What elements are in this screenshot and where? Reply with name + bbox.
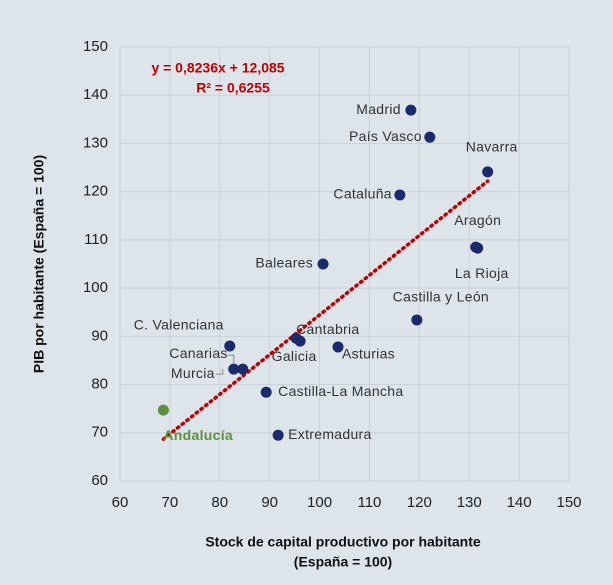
data-point (294, 335, 306, 347)
x-axis-title-2: (España = 100) (294, 554, 392, 570)
point-label: Madrid (356, 101, 401, 117)
x-tick-label: 110 (357, 494, 381, 511)
data-point (157, 404, 169, 416)
leader-line (215, 369, 224, 375)
data-point (228, 363, 240, 375)
x-tick-label: 100 (307, 494, 332, 511)
point-label: Navarra (466, 139, 518, 155)
point-label: Castilla y León (393, 289, 489, 305)
y-tick-label: 110 (84, 231, 108, 248)
y-tick-label: 130 (83, 134, 108, 151)
point-label: Baleares (255, 255, 313, 271)
data-point (482, 166, 494, 178)
data-point (224, 340, 236, 352)
point-label: Andalucía (163, 427, 233, 443)
data-point (411, 314, 423, 326)
x-tick-label: 80 (211, 494, 228, 511)
data-point (424, 131, 436, 143)
y-tick-label: 60 (91, 472, 108, 489)
point-label: Extremadura (288, 426, 371, 442)
trend-equation: y = 0,8236x + 12,085 (151, 60, 284, 76)
x-axis-title: Stock de capital productivo por habitant… (205, 534, 481, 550)
x-tick-label: 130 (457, 494, 482, 511)
x-tick-label: 120 (407, 494, 432, 511)
y-tick-label: 70 (91, 424, 108, 441)
point-label: C. Valenciana (134, 317, 224, 333)
point-label: Murcia (171, 365, 215, 381)
data-point (260, 386, 272, 398)
y-tick-label: 100 (83, 279, 108, 296)
point-label: Aragón (454, 212, 501, 228)
leader-line (227, 354, 235, 365)
data-point (405, 104, 417, 116)
data-point (272, 429, 284, 441)
x-tick-label: 70 (162, 494, 179, 511)
point-label: País Vasco (349, 128, 422, 144)
point-label: Asturias (342, 346, 395, 362)
point-label: Cataluña (333, 186, 391, 202)
x-tick-label: 150 (556, 494, 581, 511)
trend-r2: R² = 0,6255 (196, 80, 270, 96)
y-tick-label: 150 (83, 38, 108, 55)
x-tick-label: 140 (507, 494, 532, 511)
point-label: Cantabria (296, 321, 359, 337)
point-label: Galicia (272, 348, 317, 364)
y-tick-label: 80 (91, 376, 108, 393)
point-label: Castilla-La Mancha (278, 383, 403, 399)
point-label: Canarias (169, 345, 227, 361)
data-point (394, 189, 406, 201)
point-label: La Rioja (455, 265, 509, 281)
x-tick-label: 90 (261, 494, 278, 511)
data-point (317, 258, 329, 270)
data-point (472, 242, 484, 254)
y-tick-label: 90 (91, 327, 108, 344)
data-point (332, 341, 344, 353)
y-axis-title: PIB por habitante (España = 100) (31, 155, 47, 373)
x-tick-label: 60 (112, 494, 129, 511)
data-point (237, 363, 249, 375)
trendline (161, 179, 490, 441)
y-tick-label: 120 (83, 183, 108, 200)
y-tick-label: 140 (83, 86, 108, 103)
